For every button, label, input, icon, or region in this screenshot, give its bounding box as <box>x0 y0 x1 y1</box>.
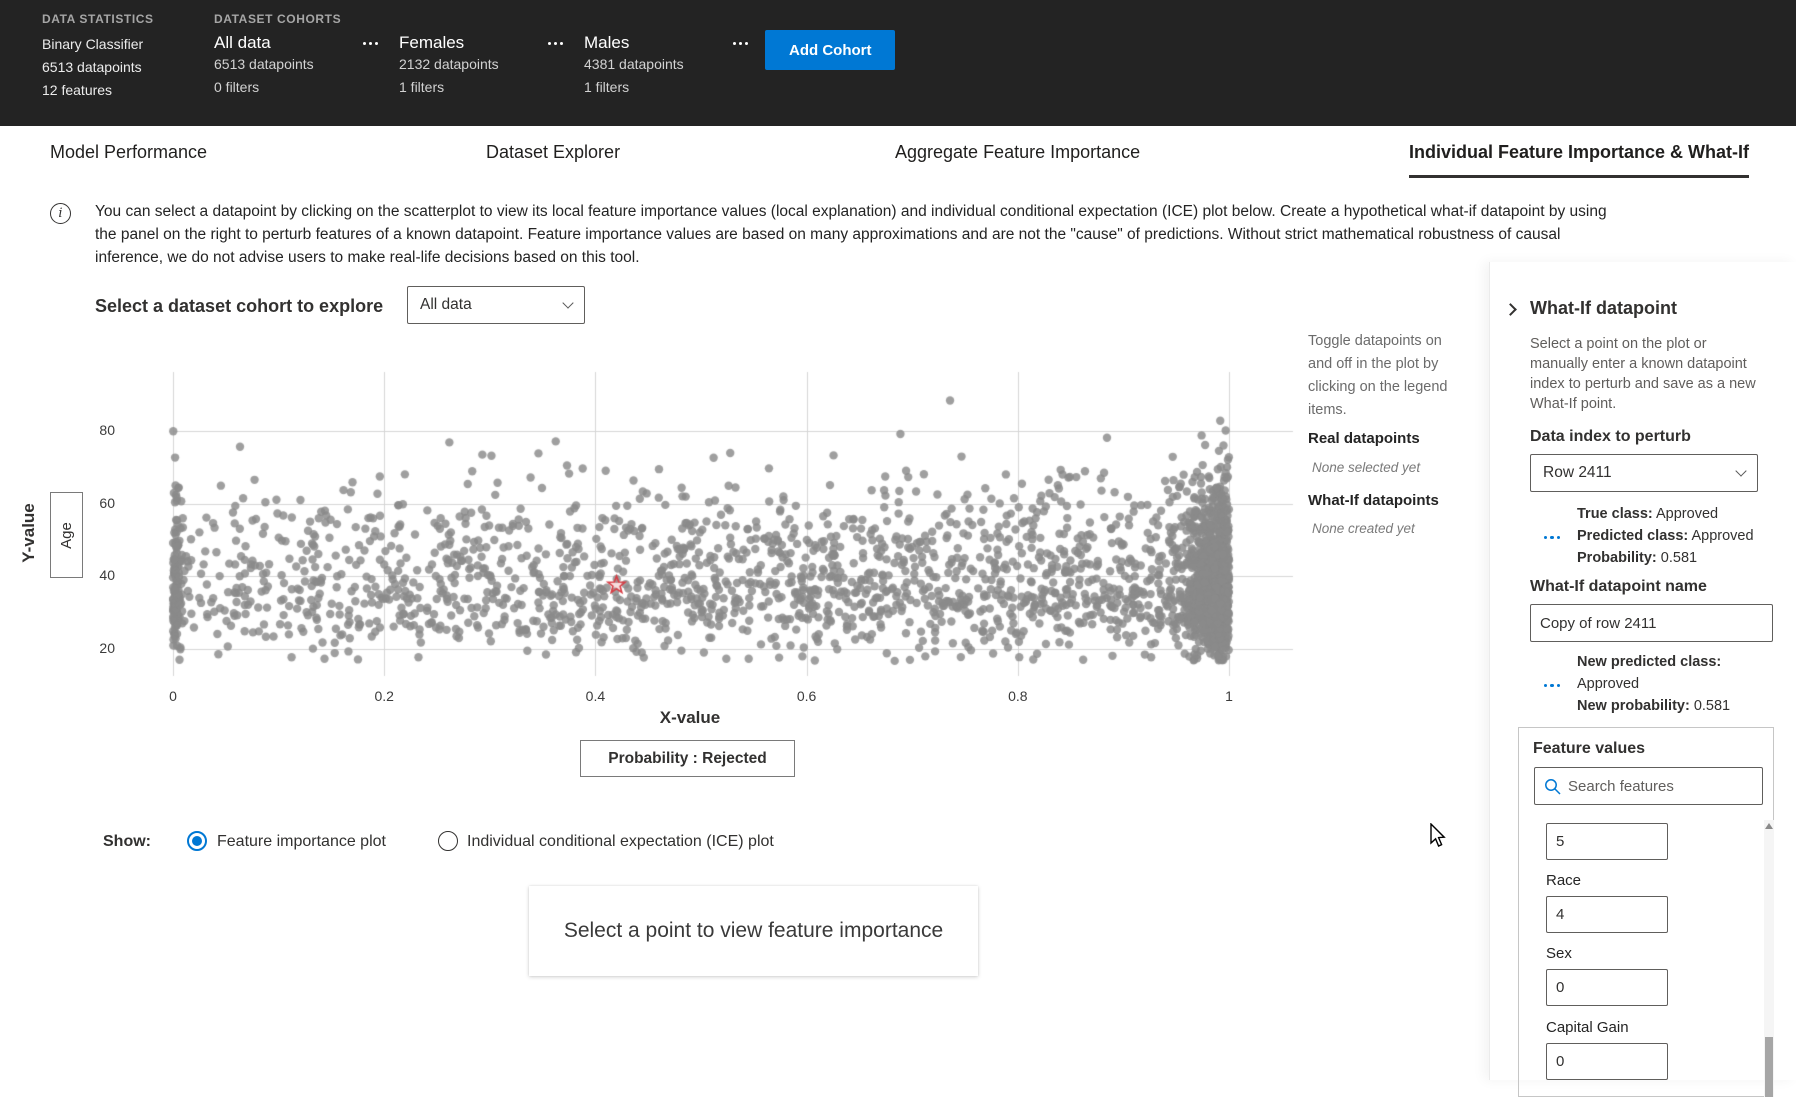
whatif-name-input[interactable] <box>1530 604 1773 642</box>
radio-feature-importance-label[interactable]: Feature importance plot <box>217 833 386 850</box>
feature-values-label: Feature values <box>1533 740 1646 757</box>
dataset-cohorts-label: DATASET COHORTS <box>214 12 342 26</box>
y-axis-title: Y-value <box>19 503 38 563</box>
legend-whatif-status: None created yet <box>1312 521 1415 536</box>
x-axis-title: X-value <box>659 708 721 727</box>
triangle-up-icon[interactable] <box>1765 823 1773 829</box>
add-cohort-button[interactable]: Add Cohort <box>765 30 896 70</box>
stat-datapoints: 6513 datapoints <box>42 59 142 75</box>
data-statistics-block: DATA STATISTICS Binary Classifier 6513 d… <box>42 12 154 102</box>
cohort-filters: 1 filters <box>399 79 445 95</box>
cohort-selector-label: Select a dataset cohort to explore <box>95 296 384 316</box>
chevron-down-icon <box>562 297 574 309</box>
whatif-panel-title: What-If datapoint <box>1530 298 1677 318</box>
placeholder-text: Select a point to view feature importanc… <box>563 919 944 942</box>
ellipsis-icon[interactable] <box>731 37 750 50</box>
cohort-card-females[interactable]: Females 2132 datapoints 1 filters <box>399 33 584 99</box>
legend-real-status: None selected yet <box>1312 460 1421 475</box>
cohort-datapoints: 6513 datapoints <box>214 56 314 72</box>
data-statistics-label: DATA STATISTICS <box>42 12 154 26</box>
tab-dataset-explorer[interactable]: Dataset Explorer <box>486 142 621 162</box>
feature-importance-placeholder-card: Select a point to view feature importanc… <box>529 886 978 976</box>
cohort-datapoints: 2132 datapoints <box>399 56 499 72</box>
stat-features: 12 features <box>42 82 113 98</box>
cohort-dropdown[interactable]: All data <box>407 286 585 324</box>
dotted-line-icon <box>1542 679 1562 692</box>
tab-aggregate-feature-importance[interactable]: Aggregate Feature Importance <box>895 142 1141 162</box>
info-icon: i <box>50 203 71 224</box>
feature-search-input[interactable] <box>1568 777 1753 795</box>
x-tick-label: 1 <box>1225 688 1233 704</box>
true-class-line: True class: Approved <box>1577 506 1719 522</box>
x-tick-label: 0.8 <box>1008 688 1028 704</box>
feature-value-input[interactable] <box>1546 969 1668 1006</box>
new-probability-line: New probability: 0.581 <box>1577 698 1731 714</box>
legend-whatif-datapoints[interactable]: What-If datapoints <box>1308 492 1439 509</box>
info-text: You can select a datapoint by clicking o… <box>95 203 1607 266</box>
cohort-row: All data 6513 datapoints 0 filters Femal… <box>214 33 769 99</box>
predicted-class-line: Predicted class: Approved <box>1577 528 1754 544</box>
chevron-right-icon[interactable] <box>1504 303 1517 316</box>
whatif-panel-description: Select a point on the plot or manually e… <box>1530 336 1756 412</box>
cohort-card-all-data[interactable]: All data 6513 datapoints 0 filters <box>214 33 399 99</box>
new-predicted-class-value: Approved <box>1577 676 1640 692</box>
radio-feature-importance[interactable] <box>187 831 207 851</box>
scrollbar-thumb[interactable] <box>1765 1037 1773 1097</box>
cohort-filters: 0 filters <box>214 79 260 95</box>
search-icon <box>1545 778 1561 795</box>
x-tick-label: 0.2 <box>374 688 394 704</box>
whatif-panel: What-If datapoint Select a point on the … <box>1489 262 1796 1097</box>
radio-ice-plot-label[interactable]: Individual conditional expectation (ICE)… <box>467 833 774 850</box>
dotted-line-icon <box>1542 531 1562 544</box>
x-tick-label: 0.4 <box>585 688 606 704</box>
app-header: DATA STATISTICS Binary Classifier 6513 d… <box>0 0 1796 126</box>
cohort-card-males[interactable]: Males 4381 datapoints 1 filters <box>584 33 769 99</box>
feature-list-scrollbar[interactable] <box>1764 820 1774 1097</box>
dataset-cohorts-block: DATASET COHORTS All data 6513 datapoints… <box>214 12 769 99</box>
data-index-label: Data index to perturb <box>1530 428 1691 445</box>
feature-label-sex: Sex <box>1546 945 1572 962</box>
x-tick-label: 0.6 <box>796 688 817 704</box>
feature-values-box: Feature values Race Sex Capital Gain <box>1518 727 1774 1097</box>
x-feature-button[interactable]: Probability : Rejected <box>580 740 795 777</box>
feature-value-input[interactable] <box>1546 896 1668 933</box>
cohort-dropdown-value: All data <box>420 296 472 313</box>
y-tick-label: 80 <box>99 422 115 438</box>
radio-ice-plot[interactable] <box>438 831 458 851</box>
feature-search-box[interactable] <box>1534 767 1763 805</box>
y-feature-button[interactable]: Age <box>50 492 83 578</box>
feature-value-input[interactable] <box>1546 823 1668 860</box>
data-index-value: Row 2411 <box>1543 464 1612 481</box>
whatif-name-label: What-If datapoint name <box>1530 578 1707 595</box>
cohort-name: Females <box>399 33 465 52</box>
data-index-dropdown[interactable]: Row 2411 <box>1530 454 1758 492</box>
tab-model-performance[interactable]: Model Performance <box>50 142 208 162</box>
show-label: Show: <box>103 833 151 850</box>
legend-real-datapoints[interactable]: Real datapoints <box>1308 430 1420 447</box>
cohort-name: Males <box>584 33 630 52</box>
probability-line: Probability: 0.581 <box>1577 550 1698 566</box>
feature-label-capital-gain: Capital Gain <box>1546 1019 1629 1036</box>
scatterplot[interactable] <box>150 365 1330 685</box>
feature-label-race: Race <box>1546 872 1582 889</box>
x-tick-label: 0 <box>169 688 177 704</box>
cohort-name: All data <box>214 33 271 52</box>
tab-individual-feature-importance[interactable]: Individual Feature Importance & What-If <box>1409 142 1750 178</box>
mouse-cursor <box>1430 823 1446 847</box>
y-tick-label: 20 <box>99 639 115 656</box>
new-predicted-class-label: New predicted class: <box>1577 654 1722 670</box>
ellipsis-icon[interactable] <box>361 37 380 50</box>
legend-hint: Toggle datapoints on and off in the plot… <box>1308 333 1448 418</box>
chevron-down-icon <box>1735 465 1747 477</box>
ellipsis-icon[interactable] <box>546 37 565 50</box>
cohort-datapoints: 4381 datapoints <box>584 56 684 72</box>
stat-model-type: Binary Classifier <box>42 36 144 52</box>
feature-value-input[interactable] <box>1546 1043 1668 1080</box>
cohort-filters: 1 filters <box>584 79 630 95</box>
